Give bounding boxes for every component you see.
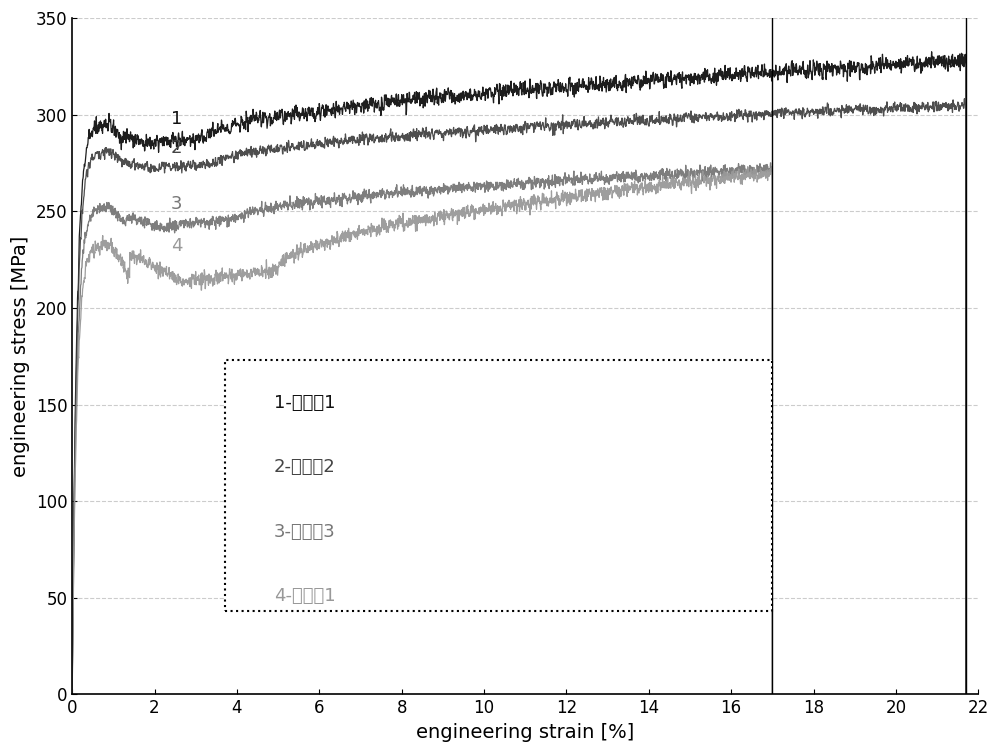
X-axis label: engineering strain [%]: engineering strain [%] <box>416 723 634 742</box>
Text: 1: 1 <box>171 110 182 127</box>
Text: 3: 3 <box>171 194 183 212</box>
Text: 4: 4 <box>171 237 183 255</box>
Text: 2: 2 <box>171 139 183 157</box>
Text: 4-对比例1: 4-对比例1 <box>274 587 336 605</box>
Text: 3-实施例3: 3-实施例3 <box>274 523 336 541</box>
Text: 2-实施例2: 2-实施例2 <box>274 458 336 476</box>
Text: 1-实施例1: 1-实施例1 <box>274 394 335 412</box>
Bar <box>225 360 772 611</box>
Y-axis label: engineering stress [MPa]: engineering stress [MPa] <box>11 236 30 477</box>
